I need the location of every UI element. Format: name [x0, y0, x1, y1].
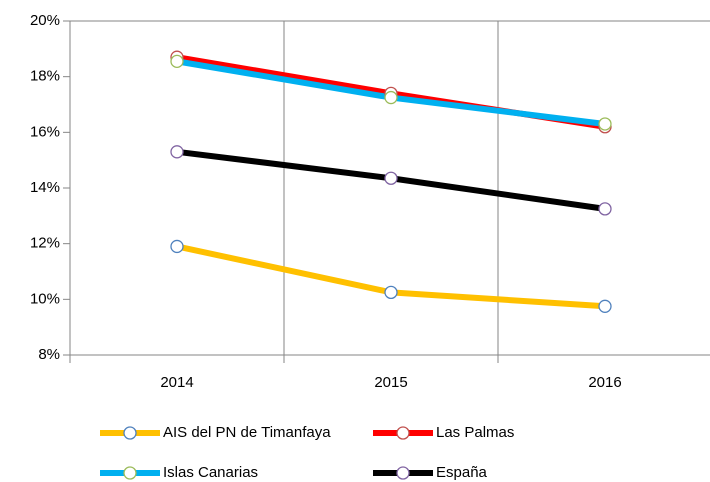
legend-label: Las Palmas — [436, 424, 514, 441]
point-marker — [598, 202, 612, 216]
point-marker — [598, 299, 612, 313]
x-tick-label: 2015 — [374, 374, 407, 391]
y-tick-label: 20% — [30, 12, 60, 29]
legend-label: España — [436, 464, 488, 481]
legend-label: Islas Canarias — [163, 464, 258, 481]
y-tick-label: 8% — [38, 346, 60, 363]
point-marker — [384, 285, 398, 300]
legend-label: AIS del PN de Timanfaya — [163, 424, 331, 441]
y-tick-label: 12% — [30, 235, 60, 252]
y-tick-label: 18% — [30, 68, 60, 85]
legend-marker — [396, 426, 410, 440]
legend-marker — [123, 466, 137, 480]
legend-marker — [396, 466, 410, 480]
y-tick-label: 14% — [30, 179, 60, 196]
point-marker — [170, 145, 184, 159]
point-marker — [384, 171, 398, 185]
x-tick-label: 2014 — [160, 374, 193, 391]
point-marker — [598, 117, 612, 131]
point-marker — [170, 239, 184, 254]
point-marker — [170, 54, 184, 69]
x-tick-label: 2016 — [588, 374, 621, 391]
legend-marker — [123, 426, 137, 440]
y-tick-label: 10% — [30, 290, 60, 307]
point-marker — [384, 90, 398, 105]
y-tick-label: 16% — [30, 123, 60, 140]
